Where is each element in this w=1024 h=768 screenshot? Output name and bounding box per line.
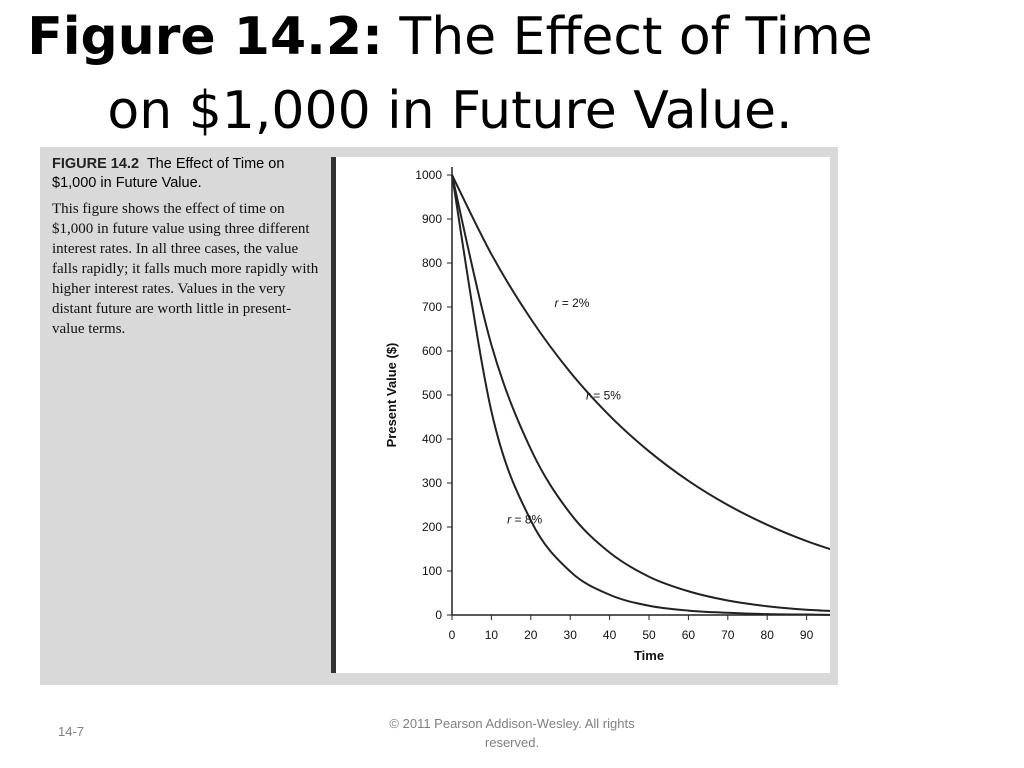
caption-body: This figure shows the effect of time on … [52, 201, 319, 337]
slide-number: 14-7 [58, 724, 85, 739]
x-tick-label: 80 [761, 628, 775, 642]
series-line-5pct [451, 174, 830, 612]
slide-title-line2: on $1,000 in Future Value. [107, 81, 793, 141]
y-tick-label: 0 [435, 608, 442, 622]
slide-title-figure-label: Figure 14.2: [27, 7, 383, 67]
y-tick-label: 300 [422, 476, 442, 490]
x-tick-label: 90 [800, 628, 814, 642]
slide-title: Figure 14.2: The Effect of Time on $1,00… [0, 0, 900, 148]
caption-heading-text: The Effect of Time on $1,000 in Future V… [52, 156, 285, 191]
x-axis-label: Time [634, 648, 664, 663]
figure-panel: FIGURE 14.2 The Effect of Time on $1,000… [40, 147, 838, 685]
caption-divider [331, 157, 336, 673]
y-tick-label: 900 [422, 212, 442, 226]
x-tick-label: 20 [524, 628, 538, 642]
slide-title-line1: The Effect of Time [382, 7, 873, 67]
x-tick-label: 0 [449, 628, 456, 642]
y-tick-label: 800 [422, 256, 442, 270]
caption-figure-label: FIGURE 14.2 [52, 156, 140, 172]
figure-caption: FIGURE 14.2 The Effect of Time on $1,000… [52, 155, 320, 339]
y-tick-label: 200 [422, 520, 442, 534]
series-label: r = 8% [507, 512, 542, 526]
series-label: r = 2% [554, 296, 589, 310]
y-axis-label: Present Value ($) [384, 343, 399, 448]
y-tick-label: 700 [422, 300, 442, 314]
y-tick-label: 1000 [415, 168, 442, 182]
series-line-8pct [451, 174, 830, 616]
copyright-notice: © 2011 Pearson Addison-Wesley. All right… [389, 716, 635, 750]
y-tick-label: 500 [422, 388, 442, 402]
series-line-2pct [451, 174, 830, 551]
x-tick-label: 40 [603, 628, 617, 642]
caption-heading: FIGURE 14.2 The Effect of Time on $1,000… [52, 155, 320, 193]
x-tick-label: 70 [721, 628, 735, 642]
chart-area: 0 100 200 300 400 500 600 700 800 900 1000 0 10 20 30 4… [336, 157, 830, 673]
x-tick-label: 10 [485, 628, 499, 642]
series-label: r = 5% [586, 388, 621, 402]
x-tick-label: 60 [682, 628, 696, 642]
y-tick-label: 100 [422, 564, 442, 578]
present-value-chart: 0 100 200 300 400 500 600 700 800 900 1000 0 10 20 30 4… [384, 167, 830, 663]
x-tick-label: 50 [642, 628, 656, 642]
y-tick-label: 400 [422, 432, 442, 446]
x-tick-label: 30 [564, 628, 578, 642]
y-tick-label: 600 [422, 344, 442, 358]
